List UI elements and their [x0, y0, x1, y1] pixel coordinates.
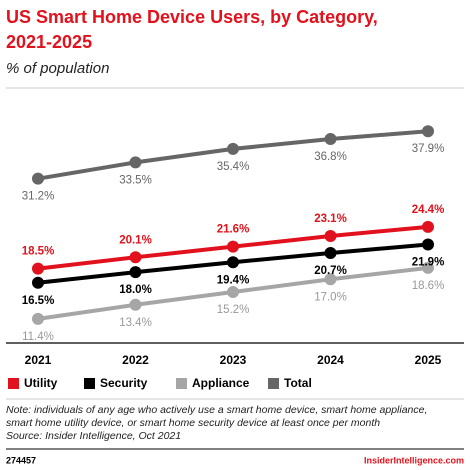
- point: [129, 156, 142, 169]
- legend-label: Security: [100, 376, 148, 390]
- data-label: 36.8%: [314, 151, 347, 163]
- point: [227, 286, 239, 298]
- point: [422, 220, 434, 233]
- chart-title: US Smart Home Device Users, by Category,: [6, 7, 378, 27]
- data-label: 37.9%: [412, 143, 445, 155]
- point: [129, 266, 142, 279]
- x-tick-label: 2025: [415, 353, 442, 367]
- point: [227, 256, 239, 269]
- point: [32, 312, 44, 325]
- data-label: 31.2%: [22, 191, 55, 203]
- note: Note: individuals of any age who activel…: [6, 404, 427, 416]
- point: [422, 125, 434, 138]
- data-label: 24.4%: [412, 204, 445, 216]
- x-tick-label: 2022: [122, 353, 149, 367]
- legend-label: Appliance: [192, 376, 250, 390]
- chart-title: 2021-2025: [6, 32, 92, 52]
- chart-subtitle: % of population: [6, 60, 109, 77]
- point: [422, 261, 434, 274]
- point: [324, 230, 337, 243]
- data-label: 13.4%: [119, 317, 152, 329]
- legend-swatch: [84, 378, 95, 389]
- site: InsiderIntelligence.com: [364, 455, 464, 465]
- point: [324, 133, 337, 145]
- data-label: 21.6%: [217, 224, 250, 236]
- point: [324, 247, 337, 260]
- legend-label: Utility: [24, 376, 58, 390]
- data-label: 18.5%: [22, 246, 55, 258]
- x-tick-label: 2024: [317, 353, 344, 367]
- point: [129, 251, 142, 264]
- legend-swatch: [268, 378, 279, 389]
- x-tick-label: 2021: [25, 353, 52, 367]
- chart-id: 274457: [6, 455, 36, 465]
- data-label: 23.1%: [314, 213, 347, 225]
- point: [32, 262, 44, 275]
- point: [227, 240, 239, 253]
- point: [32, 276, 44, 289]
- data-label: 18.6%: [412, 280, 445, 292]
- data-label: 21.9%: [412, 257, 445, 269]
- point: [32, 172, 44, 185]
- data-label: 19.4%: [217, 274, 250, 286]
- data-label: 17.0%: [314, 291, 347, 303]
- x-tick-label: 2023: [220, 353, 247, 367]
- data-label: 15.2%: [217, 304, 250, 316]
- source: Source: Insider Intelligence, Oct 2021: [6, 430, 181, 442]
- data-label: 16.5%: [22, 295, 55, 307]
- point: [324, 273, 337, 286]
- data-label: 20.1%: [119, 234, 152, 246]
- legend-label: Total: [284, 376, 312, 390]
- point: [129, 298, 142, 311]
- note: smart home utility device, or smart home…: [6, 417, 380, 429]
- legend-swatch: [176, 378, 187, 389]
- data-label: 20.7%: [314, 265, 347, 277]
- data-label: 18.0%: [119, 284, 152, 296]
- point: [422, 238, 434, 251]
- point: [227, 142, 239, 155]
- legend-swatch: [8, 378, 19, 389]
- data-label: 33.5%: [119, 174, 152, 186]
- data-label: 11.4%: [22, 331, 54, 343]
- data-label: 35.4%: [217, 161, 250, 173]
